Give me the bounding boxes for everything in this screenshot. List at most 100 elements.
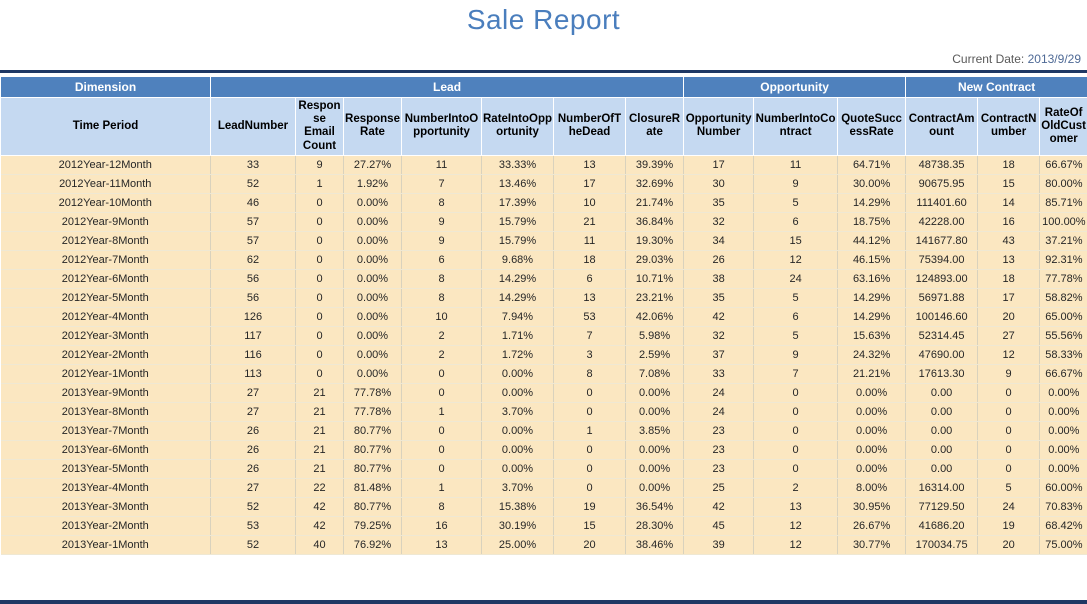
table-row: 2012Year-3Month 117 0 0.00% 2 1.71% 7 5.98% 32 5 1… xyxy=(0,325,1087,346)
cell: 65.00% xyxy=(1039,306,1087,327)
cell: 0 xyxy=(295,192,344,213)
cell: 21 xyxy=(553,211,626,232)
cell: 90675.95 xyxy=(905,173,979,194)
cell: 7 xyxy=(553,325,626,346)
cell: 0.00% xyxy=(1039,382,1087,403)
cell: 30 xyxy=(683,173,755,194)
cell: 12 xyxy=(753,515,839,536)
cell: 35 xyxy=(683,287,755,308)
cell: 15 xyxy=(977,173,1041,194)
cell: 117 xyxy=(210,325,296,346)
table-body: 2012Year-12Month 33 9 27.27% 11 33.33% 13 39.39… xyxy=(0,154,1087,555)
cell: 36.54% xyxy=(624,496,685,517)
table-row: 2013Year-9Month 27 21 77.78% 0 0.00% 0 0.00% 24 0… xyxy=(0,382,1087,403)
page-title: Sale Report xyxy=(466,4,621,35)
cell: 0.00% xyxy=(343,268,402,289)
column-header: Response Rate xyxy=(343,97,402,156)
time-period-cell: 2013Year-5Month xyxy=(0,458,211,479)
cell: 76.92% xyxy=(343,534,402,555)
table-row: 2012Year-9Month 57 0 0.00% 9 15.79% 21 36.84% 32… xyxy=(0,211,1087,232)
cell: 1.71% xyxy=(481,325,554,346)
cell: 16 xyxy=(401,515,482,536)
column-header: Response Email Count xyxy=(295,97,344,156)
cell: 3.70% xyxy=(481,401,554,422)
time-period-cell: 2012Year-12Month xyxy=(0,154,211,175)
cell: 10 xyxy=(553,192,626,213)
cell: 46 xyxy=(210,192,296,213)
cell: 55.56% xyxy=(1039,325,1087,346)
cell: 0 xyxy=(977,401,1041,422)
cell: 14.29% xyxy=(481,268,554,289)
time-period-cell: 2012Year-1Month xyxy=(0,363,211,384)
time-period-cell: 2012Year-2Month xyxy=(0,344,211,365)
time-period-cell: 2013Year-7Month xyxy=(0,420,211,441)
cell: 3.70% xyxy=(481,477,554,498)
cell: 0.00% xyxy=(837,439,907,460)
cell: 26 xyxy=(683,249,755,270)
cell: 30.77% xyxy=(837,534,907,555)
cell: 42 xyxy=(295,515,344,536)
cell: 53 xyxy=(210,515,296,536)
cell: 2 xyxy=(401,325,482,346)
cell: 30.00% xyxy=(837,173,907,194)
cell: 16314.00 xyxy=(905,477,979,498)
cell: 0.00% xyxy=(624,401,685,422)
cell: 0 xyxy=(295,249,344,270)
cell: 7 xyxy=(753,363,839,384)
cell: 3 xyxy=(553,344,626,365)
cell: 9 xyxy=(295,154,344,175)
group-header-new-contract: New Contract xyxy=(905,76,1087,98)
cell: 47690.00 xyxy=(905,344,979,365)
cell: 17 xyxy=(977,287,1041,308)
cell: 21 xyxy=(295,420,344,441)
cell: 1 xyxy=(401,401,482,422)
cell: 42228.00 xyxy=(905,211,979,232)
cell: 0.00% xyxy=(837,382,907,403)
time-period-cell: 2013Year-4Month xyxy=(0,477,211,498)
cell: 18 xyxy=(977,154,1041,175)
cell: 6 xyxy=(753,211,839,232)
cell: 23.21% xyxy=(624,287,685,308)
cell: 8.00% xyxy=(837,477,907,498)
cell: 42 xyxy=(683,306,755,327)
cell: 13 xyxy=(553,287,626,308)
cell: 25.00% xyxy=(481,534,554,555)
cell: 17613.30 xyxy=(905,363,979,384)
cell: 100146.60 xyxy=(905,306,979,327)
time-period-cell: 2013Year-1Month xyxy=(0,534,211,555)
cell: 0 xyxy=(295,344,344,365)
cell: 5 xyxy=(753,325,839,346)
cell: 26 xyxy=(210,420,296,441)
time-period-cell: 2013Year-2Month xyxy=(0,515,211,536)
cell: 24.32% xyxy=(837,344,907,365)
table-row: 2012Year-8Month 57 0 0.00% 9 15.79% 11 19.30% 34… xyxy=(0,230,1087,251)
cell: 0.00 xyxy=(905,420,979,441)
cell: 30.95% xyxy=(837,496,907,517)
cell: 24 xyxy=(753,268,839,289)
table-row: 2013Year-5Month 26 21 80.77% 0 0.00% 0 0.00% 23 0… xyxy=(0,458,1087,479)
cell: 2 xyxy=(401,344,482,365)
cell: 12 xyxy=(977,344,1041,365)
time-period-cell: 2012Year-9Month xyxy=(0,211,211,232)
cell: 0.00% xyxy=(343,211,402,232)
cell: 0 xyxy=(553,477,626,498)
cell: 12 xyxy=(753,534,839,555)
cell: 8 xyxy=(401,268,482,289)
bottom-divider xyxy=(0,600,1087,604)
table-row: 2012Year-5Month 56 0 0.00% 8 14.29% 13 23.21% 35… xyxy=(0,287,1087,308)
cell: 0 xyxy=(753,458,839,479)
time-period-cell: 2012Year-6Month xyxy=(0,268,211,289)
cell: 27.27% xyxy=(343,154,402,175)
cell: 15 xyxy=(553,515,626,536)
column-header: RateIntoOpportunity xyxy=(481,97,554,156)
table-row: 2012Year-10Month 46 0 0.00% 8 17.39% 10 21.74% 3… xyxy=(0,192,1087,213)
cell: 21 xyxy=(295,401,344,422)
group-header-opportunity: Opportunity xyxy=(683,76,907,98)
cell: 0.00% xyxy=(343,249,402,270)
cell: 5 xyxy=(753,192,839,213)
cell: 9 xyxy=(977,363,1041,384)
cell: 35 xyxy=(683,192,755,213)
cell: 14.29% xyxy=(481,287,554,308)
cell: 40 xyxy=(295,534,344,555)
group-header-dimension: Dimension xyxy=(0,76,211,98)
